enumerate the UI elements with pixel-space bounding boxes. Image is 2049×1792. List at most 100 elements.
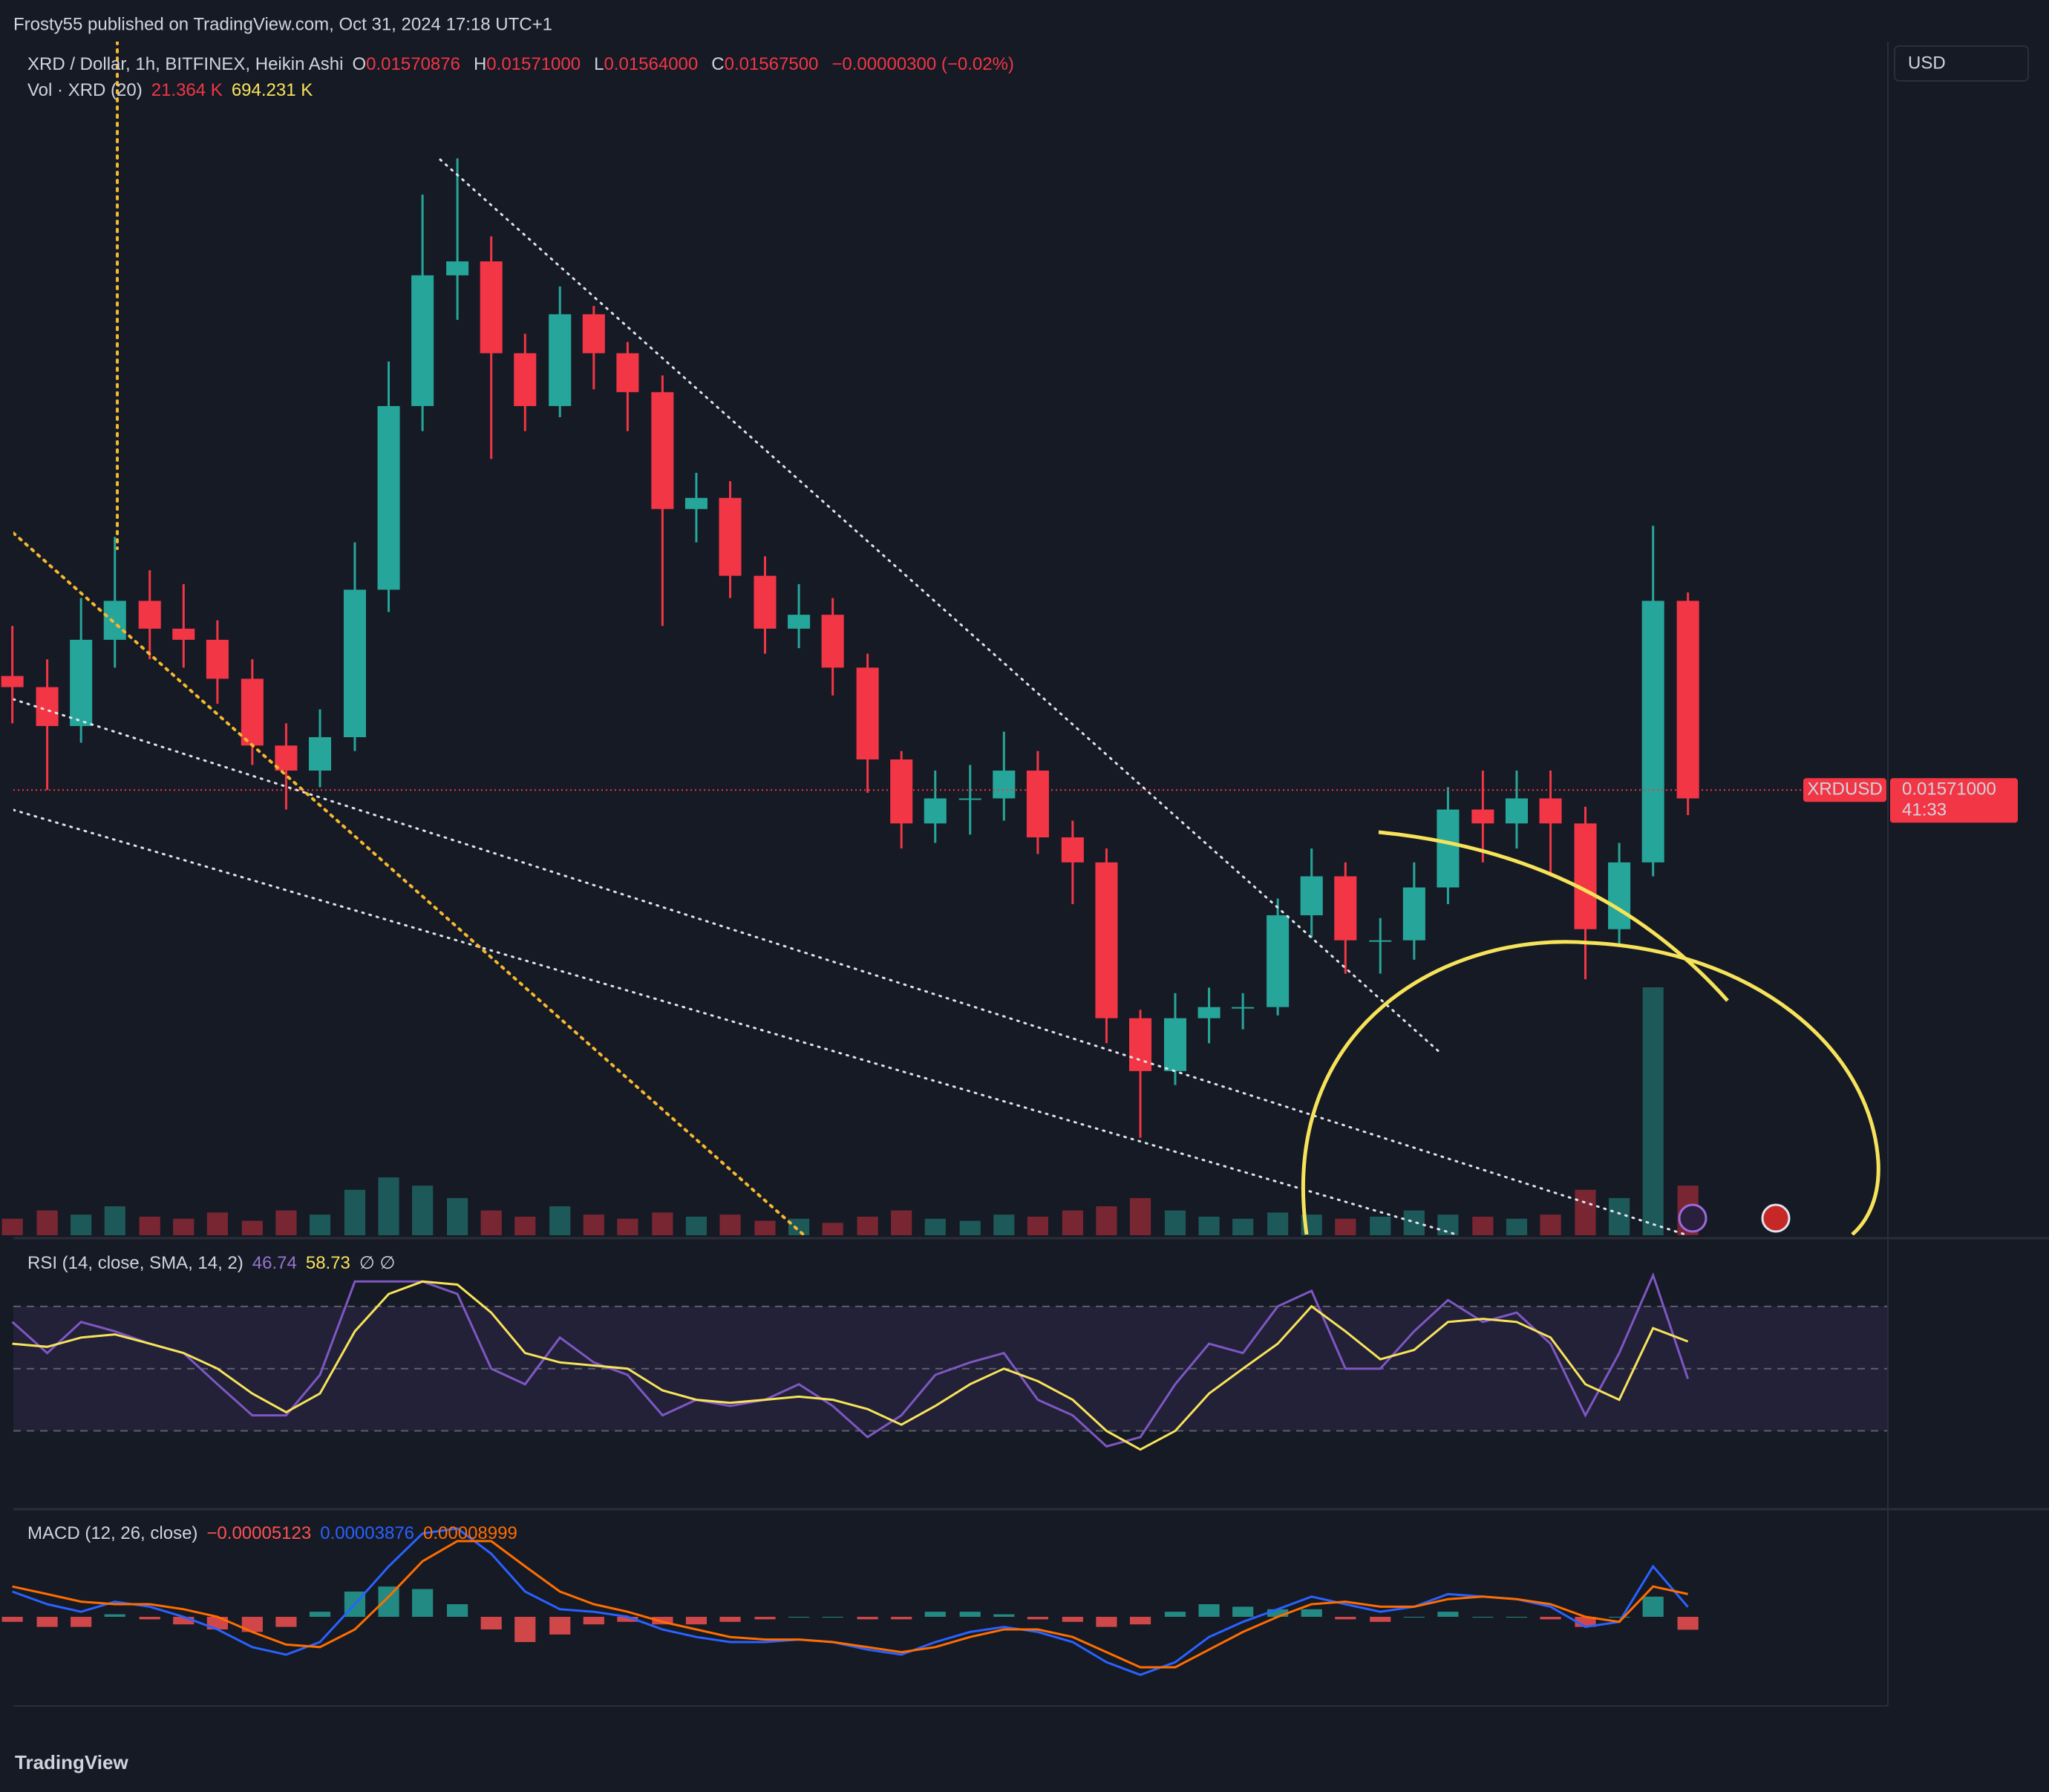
countdown-label: 41:33 xyxy=(1902,800,1947,820)
volume-bar xyxy=(924,1218,946,1235)
candle-body xyxy=(958,798,981,800)
candle-body xyxy=(308,737,332,771)
legend-value: 0.01570876 xyxy=(366,54,460,74)
histogram-bar xyxy=(139,1617,160,1620)
symbol-tag xyxy=(1803,778,1886,802)
candle-body xyxy=(1402,887,1425,941)
histogram-bar xyxy=(857,1617,878,1620)
currency-button[interactable] xyxy=(1894,45,2029,82)
histogram-bar xyxy=(924,1612,946,1617)
histogram-bar xyxy=(1301,1609,1322,1617)
histogram-bar xyxy=(685,1617,707,1625)
histogram-bar xyxy=(514,1617,536,1642)
candle-body xyxy=(651,392,674,509)
volume-bar xyxy=(412,1186,434,1235)
volume-bar xyxy=(1437,1214,1459,1235)
legend-value: −0.00005123 xyxy=(206,1523,311,1543)
volume-bar xyxy=(1575,1189,1596,1235)
legend-value: 21.364 K xyxy=(151,80,223,100)
volume-bar xyxy=(104,1206,125,1235)
footer-logo[interactable]: TradingView xyxy=(15,1751,128,1773)
histogram-bar xyxy=(1198,1604,1220,1617)
candle-body xyxy=(1197,1007,1220,1018)
candle-body xyxy=(103,601,126,640)
candle-body xyxy=(480,261,503,353)
candle-body xyxy=(616,353,639,393)
candle-body xyxy=(36,687,59,727)
volume-bar xyxy=(173,1218,195,1235)
histogram-bar xyxy=(754,1617,776,1620)
volume-bar xyxy=(822,1223,843,1235)
histogram-bar xyxy=(36,1617,58,1627)
legend-value: 0.01564000 xyxy=(604,54,698,74)
candle-body xyxy=(1676,601,1699,799)
volume-bar xyxy=(993,1214,1015,1235)
histogram-bar xyxy=(652,1617,673,1625)
histogram-bar xyxy=(1232,1606,1254,1617)
volume-bar xyxy=(1506,1218,1528,1235)
legend-value: 0.01571000 xyxy=(486,54,581,74)
candle-body xyxy=(924,798,947,824)
histogram-bar xyxy=(378,1586,399,1617)
volume-bar xyxy=(617,1218,638,1235)
volume-bar xyxy=(583,1214,604,1235)
candle-body xyxy=(1471,809,1494,824)
volume-bar xyxy=(754,1220,776,1235)
candle-body xyxy=(241,678,264,746)
histogram-bar xyxy=(1609,1617,1630,1618)
histogram-bar xyxy=(1677,1617,1699,1630)
event-icon[interactable] xyxy=(1678,1203,1708,1233)
candle-body xyxy=(582,314,605,353)
histogram-bar xyxy=(719,1617,741,1622)
legend-value: ∅ ∅ xyxy=(359,1253,395,1273)
candle-body xyxy=(719,497,742,576)
candle-body xyxy=(1061,837,1084,863)
event-icon[interactable] xyxy=(1761,1203,1791,1233)
candle-body xyxy=(1574,823,1597,929)
histogram-bar xyxy=(1370,1617,1391,1622)
volume-bar xyxy=(1198,1216,1220,1235)
legend-title: Vol · XRD (20) xyxy=(27,80,143,100)
legend-change: −0.00000300 (−0.02%) xyxy=(831,54,1014,74)
histogram-bar xyxy=(617,1617,638,1622)
legend-value: 46.74 xyxy=(252,1253,297,1273)
price-label: 0.01571000 xyxy=(1902,779,1996,799)
histogram-bar xyxy=(1335,1617,1356,1620)
volume-bar xyxy=(719,1214,741,1235)
histogram-bar xyxy=(412,1589,434,1617)
volume-bar xyxy=(1403,1210,1425,1235)
histogram-bar xyxy=(1642,1596,1664,1617)
volume-bar xyxy=(1267,1212,1289,1235)
candle-body xyxy=(1641,601,1664,863)
candle-body xyxy=(821,615,844,668)
histogram-bar xyxy=(1129,1617,1151,1625)
candle-body xyxy=(343,589,366,738)
volume-bar xyxy=(71,1214,92,1235)
volume-bar xyxy=(1,1218,23,1235)
histogram-bar xyxy=(480,1617,502,1629)
histogram-bar xyxy=(959,1612,981,1617)
currency[interactable]: USD xyxy=(1908,53,1946,73)
legend-main: XRD / Dollar, 1h, BITFINEX, Heikin Ashi O… xyxy=(27,54,1014,74)
volume-bar xyxy=(1370,1216,1391,1235)
candle-body xyxy=(1232,1007,1255,1009)
histogram-bar xyxy=(309,1612,331,1617)
legend-rsi: RSI (14, close, SMA, 14, 2) 46.74 58.73 ∅ ∅ xyxy=(27,1253,395,1273)
price-tag xyxy=(1890,778,2018,823)
candle-body xyxy=(172,628,195,640)
volume-bar xyxy=(241,1220,263,1235)
histogram-bar xyxy=(71,1617,92,1627)
marks-layer xyxy=(1,158,1888,1676)
legend-value: 0.01567500 xyxy=(725,54,819,74)
legend-title: MACD (12, 26, close) xyxy=(27,1523,197,1543)
histogram-bar xyxy=(1062,1617,1083,1622)
volume-bar xyxy=(788,1218,810,1235)
histogram-bar xyxy=(275,1617,297,1627)
candle-body xyxy=(1608,862,1631,929)
candle-body xyxy=(1437,809,1460,888)
histogram-bar xyxy=(173,1617,195,1625)
candle-body xyxy=(1369,940,1392,942)
